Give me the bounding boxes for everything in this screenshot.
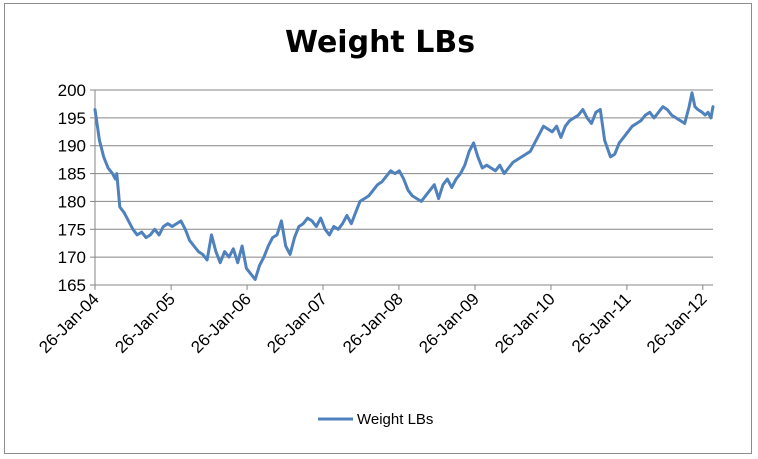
x-tick-label: 26-Jan-09 <box>415 289 483 357</box>
x-tick-label: 26-Jan-06 <box>187 289 255 357</box>
x-tick-label: 26-Jan-07 <box>263 289 331 357</box>
x-tick-label: 26-Jan-04 <box>35 289 103 357</box>
x-tick-label: 26-Jan-08 <box>339 289 407 357</box>
x-tick-label: 26-Jan-12 <box>643 289 711 357</box>
y-tick-label: 190 <box>58 137 86 156</box>
legend-label: Weight LBs <box>357 411 433 428</box>
y-tick-label: 195 <box>58 109 86 128</box>
y-tick-label: 180 <box>58 192 86 211</box>
y-tick-label: 165 <box>58 276 86 295</box>
series-layer <box>93 91 715 281</box>
x-tick-label: 26-Jan-05 <box>111 289 179 357</box>
series-line-0 <box>93 91 715 281</box>
y-tick-label: 170 <box>58 248 86 267</box>
grid-lines <box>95 89 713 258</box>
chart-title: Weight LBs <box>285 25 475 60</box>
chart-frame <box>4 3 752 454</box>
y-tick-label: 185 <box>58 165 86 184</box>
legend: Weight LBs <box>318 411 433 428</box>
y-tick-label: 200 <box>58 81 86 100</box>
x-tick-label: 26-Jan-11 <box>568 289 635 356</box>
y-tick-label: 175 <box>58 220 86 239</box>
x-tick-label: 26-Jan-10 <box>491 289 559 357</box>
